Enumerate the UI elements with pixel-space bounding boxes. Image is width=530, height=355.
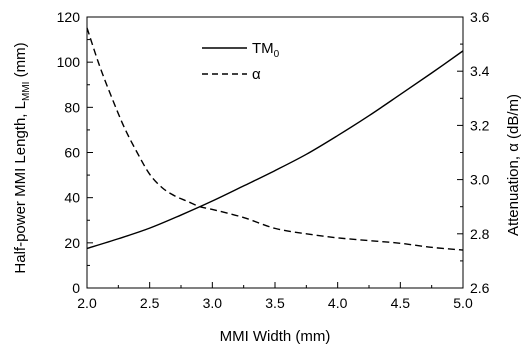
x-tick-label: 2.5 bbox=[140, 295, 160, 311]
y-tick-label: 60 bbox=[64, 145, 80, 161]
y2-tick-label: 3.6 bbox=[470, 9, 490, 25]
series-line-tm0 bbox=[86, 50, 464, 250]
x-tick-label: 2.0 bbox=[77, 295, 97, 311]
series-lines bbox=[86, 27, 464, 251]
y-tick-label: 40 bbox=[64, 190, 80, 206]
x-axis-ticks: 2.0 2.5 3.0 3.5 4.0 4.5 5.0 bbox=[77, 282, 473, 311]
legend-label-tm0: TM0 bbox=[252, 40, 280, 60]
y2-tick-label: 3.2 bbox=[470, 117, 490, 133]
y-axis-title-subscript: MMI bbox=[21, 82, 32, 101]
y-axis-ticks: 0 20 40 60 80 100 120 bbox=[57, 9, 93, 296]
y-tick-label: 100 bbox=[57, 54, 81, 70]
x-tick-label: 3.0 bbox=[203, 295, 223, 311]
y-tick-label: 80 bbox=[64, 99, 80, 115]
legend-label-tm0-subscript: 0 bbox=[274, 49, 280, 60]
y-tick-label: 0 bbox=[72, 280, 80, 296]
series-line-alpha bbox=[86, 27, 464, 251]
y2-tick-label: 2.8 bbox=[470, 226, 490, 242]
y2-axis-title: Attenuation, α (dB/m) bbox=[505, 94, 522, 236]
legend-label-alpha: α bbox=[252, 66, 261, 83]
legend-label-tm0-main: TM bbox=[252, 40, 274, 57]
y2-axis-ticks: 2.6 2.8 3.0 3.2 3.4 3.6 bbox=[457, 9, 490, 296]
y-axis-title-main: Half-power MMI Length, L bbox=[12, 101, 29, 274]
y-tick-label: 20 bbox=[64, 235, 80, 251]
y-axis-title: Half-power MMI Length, LMMI (mm) bbox=[12, 42, 32, 273]
y2-tick-label: 3.4 bbox=[470, 63, 490, 79]
x-tick-label: 5.0 bbox=[453, 295, 473, 311]
x-tick-label: 4.5 bbox=[391, 295, 411, 311]
y2-tick-label: 2.6 bbox=[470, 280, 490, 296]
x-tick-label: 3.5 bbox=[265, 295, 285, 311]
x-axis-title: MMI Width (mm) bbox=[220, 328, 331, 345]
y-tick-label: 120 bbox=[57, 9, 81, 25]
y2-tick-label: 3.0 bbox=[470, 172, 490, 188]
legend: TM0 α bbox=[202, 40, 280, 83]
y-axis-title-unit: (mm) bbox=[12, 42, 29, 81]
x-tick-label: 4.0 bbox=[328, 295, 348, 311]
